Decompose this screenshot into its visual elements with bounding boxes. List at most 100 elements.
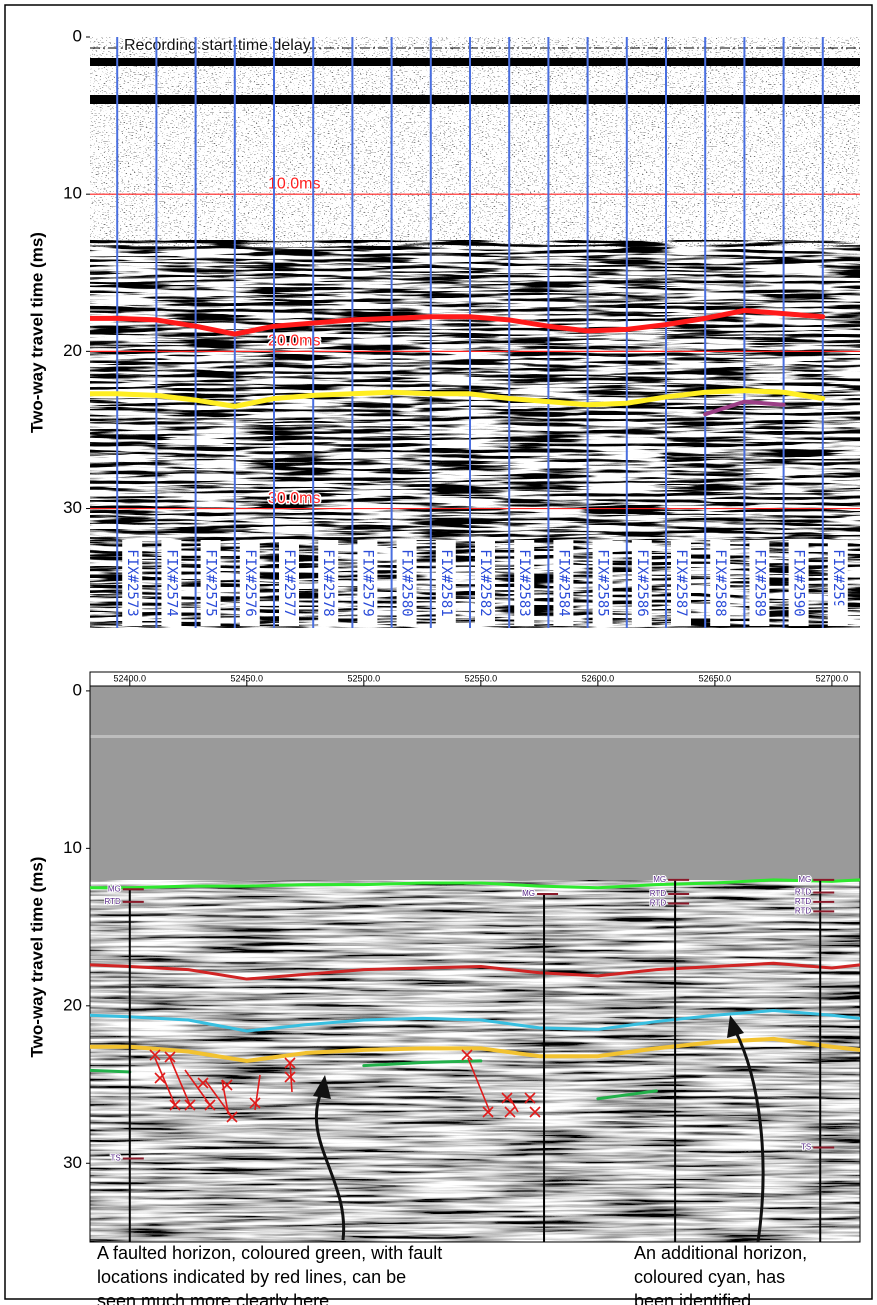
y-tick-label: 10 [63,184,82,203]
arrowhead [727,1015,744,1038]
fix-label-box [514,540,535,626]
fix-label: FIX#2582 [477,549,493,616]
well-pick-label: RTD [795,897,812,906]
fix-label: FIX#2580 [399,549,415,616]
horizon [90,307,826,337]
caption: locations indicated by red lines, can be [97,1267,406,1287]
horizon [90,1059,658,1101]
y-tick-label: 10 [63,838,82,857]
x-tick-label: 52550.0 [465,673,498,683]
horizon [90,388,826,409]
reference-label: 10.0ms [268,175,320,192]
faults [149,1049,541,1123]
fix-label: FIX#2590 [791,549,807,616]
well-pick-label: TS [801,1143,811,1152]
fix-label-box [788,540,809,626]
fix-label: FIX#2586 [634,549,650,616]
fix-label: FIX#2591 [830,549,846,616]
reflector [90,735,860,738]
well-pick-label: RTD [104,897,121,906]
figure-border [4,4,873,1300]
fix-label: FIX#2587 [673,549,689,616]
arrow-right [733,1029,765,1243]
fix-label: FIX#2583 [516,549,532,616]
y-tick-label: 30 [63,1153,82,1172]
noise [90,37,860,247]
captions: A faulted horizon, coloured green, with … [97,1243,807,1305]
arrow-left [315,1089,346,1241]
y-tick-label: 0 [73,26,82,45]
fix-label-box [200,540,221,626]
fix-label-box [161,540,182,626]
fix-label: FIX#2578 [320,549,336,616]
fix-label-box [357,540,378,626]
well-pick-label: TS [111,1154,121,1163]
fix-label: FIX#2577 [281,549,297,616]
top-overlay: Recording start-time delay 10.0ms 20.0ms 30… [27,26,860,628]
y-axis-title: Two-way travel time (ms) [27,232,46,433]
fix-label: FIX#2589 [751,549,767,616]
fix-label-box [318,540,339,626]
fix-label: FIX#2584 [555,549,571,616]
caption: A faulted horizon, coloured green, with … [97,1243,442,1263]
fix-label-box [749,540,770,626]
y-tick-label: 20 [63,995,82,1014]
horizon [90,878,860,890]
annotation: Recording start-time delay [124,37,311,54]
fix-label: FIX#2575 [203,549,219,616]
fix-label-box [710,540,731,626]
reflector [90,95,860,104]
arrowhead [313,1075,331,1099]
well-pick-label: MG [653,875,666,884]
fix-label-box [122,540,143,626]
fix-label: FIX#2573 [124,549,140,616]
well-pick-label: MG [522,889,535,898]
fix-label: FIX#2579 [359,549,375,616]
well-pick-label: RTD [795,906,812,915]
x-tick-label: 52400.0 [114,673,147,683]
y-tick-label: 30 [63,498,82,517]
x-tick-label: 52700.0 [816,673,849,683]
fix-label-box [475,540,495,626]
horizon [90,1036,860,1063]
fix-label: FIX#2585 [595,549,611,616]
fix-label-box [827,540,848,626]
fix-label-box [279,540,299,626]
fault-markers [149,1049,541,1123]
caption: been identified. [634,1291,756,1305]
y-axis-title: Two-way travel time (ms) [27,857,46,1058]
reference-label: 20.0ms [268,333,320,350]
arrows [315,1029,765,1243]
fix-label: FIX#2574 [163,549,179,616]
fix-label-box [396,540,417,626]
x-tick-label: 52500.0 [348,673,381,683]
fix-label-box [592,540,613,626]
fix-label: FIX#2581 [438,549,454,616]
x-tick-label: 52650.0 [699,673,732,683]
y-tick-label: 0 [73,680,82,699]
x-ruler [89,671,861,687]
fix-label-box [631,540,652,626]
caption: coloured cyan, has [634,1267,785,1287]
reference-label: 30.0ms [268,490,320,507]
well-pick-label: RTD [650,889,667,898]
fix-label-box [553,540,574,626]
fix-label-box [239,540,260,626]
x-tick-label: 52450.0 [231,673,264,683]
well-pick-label: RTD [795,888,812,897]
well-pick-label: MG [798,875,811,884]
fix-label: FIX#2588 [712,549,728,616]
well-pick-label: RTD [650,899,667,908]
x-tick-label: 52600.0 [582,673,615,683]
horizon [703,399,786,417]
reflector [90,58,860,66]
well-pick-label: MG [108,884,121,893]
fix-label-box [671,540,691,626]
fix-label: FIX#2576 [242,549,258,616]
fix-label-box [435,540,456,626]
caption: seen much more clearly here. [97,1291,334,1305]
bottom-section [90,672,860,1242]
